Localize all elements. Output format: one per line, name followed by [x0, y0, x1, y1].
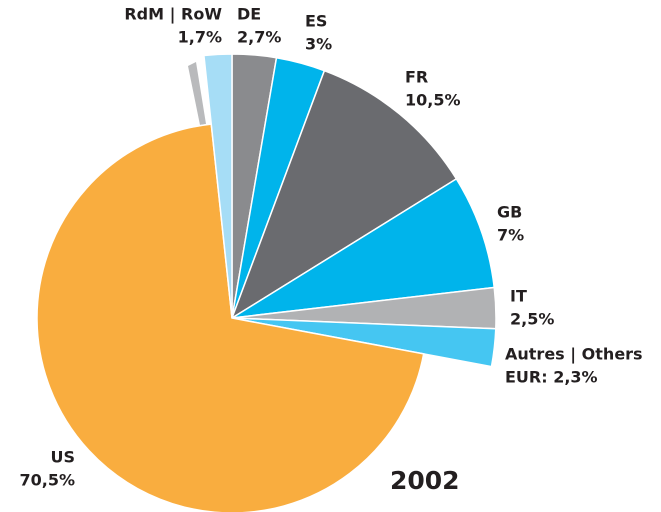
pie-slice	[36, 123, 425, 512]
slice-label: US	[50, 448, 75, 467]
slice-label: FR	[405, 68, 428, 87]
pie-slice	[230, 69, 458, 320]
slice-label: IT	[510, 287, 527, 306]
pie-slice	[203, 53, 233, 319]
shadow-sliver	[188, 62, 206, 125]
value-label: 2,5%	[510, 310, 554, 329]
slice-label: ES	[305, 12, 327, 31]
value-label: 7%	[497, 226, 524, 245]
slice-label: Autres | Others	[505, 345, 643, 365]
value-label: 3%	[305, 35, 332, 54]
slice-label: DE	[237, 5, 261, 24]
slice-label: RdM | RoW	[124, 5, 222, 25]
value-label: 10,5%	[405, 91, 461, 110]
pie-slice	[231, 177, 496, 319]
value-label: 70,5%	[19, 471, 75, 490]
value-label: 2,7%	[237, 28, 281, 47]
slice-label: GB	[497, 203, 522, 222]
value-label: EUR: 2,3%	[505, 368, 598, 387]
chart-title: 2002	[390, 466, 460, 495]
value-label: 1,7%	[178, 28, 222, 47]
